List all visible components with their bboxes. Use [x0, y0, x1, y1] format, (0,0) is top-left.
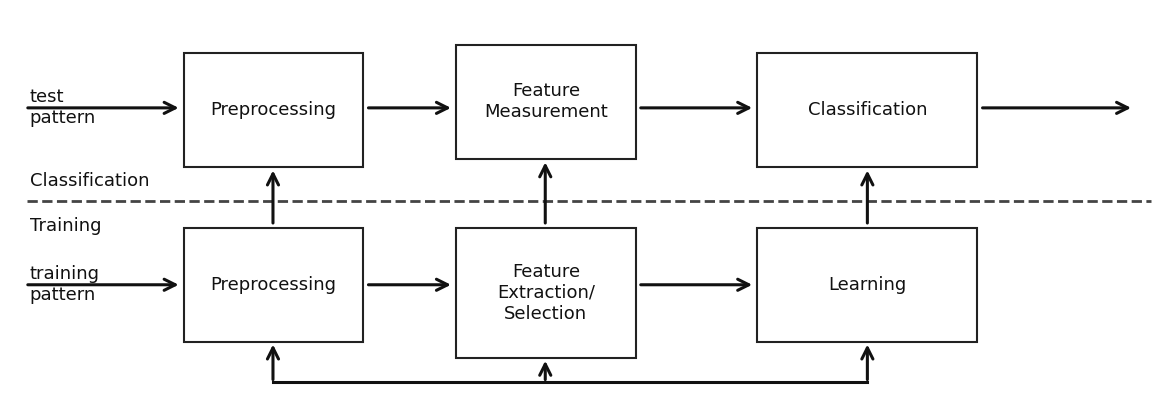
Text: Feature
Extraction/
Selection: Feature Extraction/ Selection: [497, 263, 595, 323]
Text: training
pattern: training pattern: [29, 265, 99, 304]
Text: Feature
Measurement: Feature Measurement: [484, 82, 608, 121]
FancyBboxPatch shape: [456, 228, 636, 358]
FancyBboxPatch shape: [456, 45, 636, 159]
FancyBboxPatch shape: [183, 53, 363, 167]
Text: Preprocessing: Preprocessing: [210, 276, 336, 294]
FancyBboxPatch shape: [183, 228, 363, 342]
FancyBboxPatch shape: [757, 228, 978, 342]
Text: Training: Training: [29, 217, 102, 235]
Text: test
pattern: test pattern: [29, 88, 96, 127]
FancyBboxPatch shape: [757, 53, 978, 167]
Text: Preprocessing: Preprocessing: [210, 101, 336, 119]
Text: Classification: Classification: [29, 172, 149, 190]
Text: Learning: Learning: [829, 276, 907, 294]
Text: Classification: Classification: [808, 101, 927, 119]
